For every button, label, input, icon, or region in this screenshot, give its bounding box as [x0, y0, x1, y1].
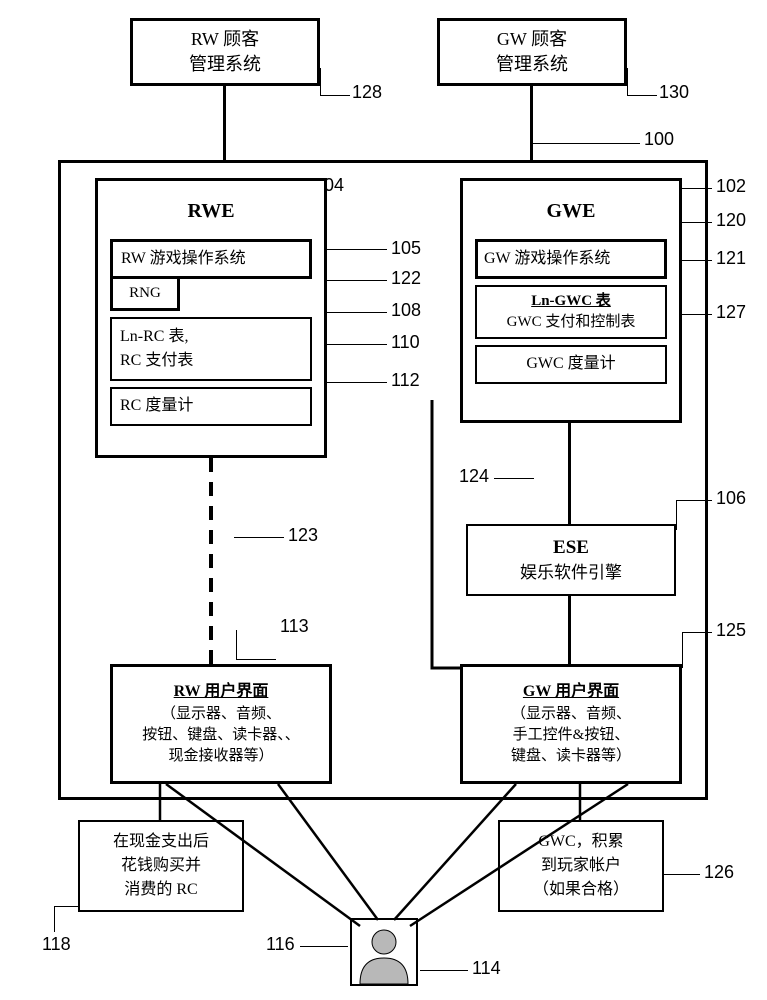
rwe-meter-text: RC 度量计 [120, 397, 193, 414]
rwe-rng-text: RNG [129, 285, 161, 301]
rw-ui-title: RW 用户界面 [174, 681, 269, 703]
ref-105: 105 [391, 238, 421, 259]
gwe-meter-text: GWC 度量计 [526, 355, 615, 372]
gwe-title: GWE [475, 197, 667, 225]
leader-118h [54, 906, 78, 907]
leader-123 [234, 537, 284, 538]
leader-125v [682, 632, 683, 668]
gw-ui-body: （显示器、音频、 手工控件&按钮、 键盘、读卡器等） [511, 704, 631, 767]
conn-ese-gwui [568, 596, 571, 664]
rwe-os: RW 游戏操作系统 [110, 239, 312, 279]
ref-124: 124 [459, 466, 489, 487]
leader-116 [300, 946, 348, 947]
rwe-os-text: RW 游戏操作系统 [121, 250, 246, 267]
rw-customer-mgmt: RW 顾客 管理系统 [130, 18, 320, 86]
gwe-tables-b: GWC 支付和控制表 [507, 314, 636, 330]
ref-125: 125 [716, 620, 746, 641]
gwe-os: GW 游戏操作系统 [475, 239, 667, 279]
leader-120 [682, 222, 712, 223]
rwe-meter: RC 度量计 [110, 387, 312, 425]
rwe-rng: RNG [110, 279, 180, 311]
leader-105 [327, 249, 387, 250]
rw-ui-body: （显示器、音频、 按钮、键盘、读卡器、、 现金接收器等） [142, 704, 300, 767]
ese-line2: 娱乐软件引擎 [520, 561, 622, 585]
ref-108: 108 [391, 300, 421, 321]
rwe-tables-text: Ln-RC 表, RC 支付表 [120, 328, 193, 369]
leader-113 [236, 630, 276, 660]
ref-126: 126 [704, 862, 734, 883]
rw-ui-box: RW 用户界面 （显示器、音频、 按钮、键盘、读卡器、、 现金接收器等） [110, 664, 332, 784]
rwe-box: RWE RW 游戏操作系统 RNG Ln-RC 表, RC 支付表 RC 度量计 [95, 178, 327, 458]
gwc-note-text: GWC，积累 到玩家帐户 （如果合格） [533, 830, 629, 902]
leader-128 [320, 68, 350, 96]
leader-127 [682, 314, 712, 315]
ref-113: 113 [280, 616, 309, 637]
ref-114: 114 [472, 958, 501, 979]
leader-121 [682, 260, 712, 261]
ref-118: 118 [42, 934, 71, 955]
gwe-os-text: GW 游戏操作系统 [484, 250, 610, 267]
rwe-title: RWE [110, 197, 312, 225]
ref-121: 121 [716, 248, 746, 269]
rw-cust-line2: 管理系统 [189, 52, 261, 77]
ref-116: 116 [266, 934, 295, 955]
gwe-box: GWE GW 游戏操作系统 Ln-GWC 表 GWC 支付和控制表 GWC 度量… [460, 178, 682, 423]
gwe-tables-u: Ln-GWC 表 [531, 293, 611, 309]
ref-102: 102 [716, 176, 746, 197]
gwe-meter: GWC 度量计 [475, 345, 667, 383]
leader-106v [676, 500, 677, 530]
leader-108 [327, 312, 387, 313]
leader-124 [494, 478, 534, 479]
leader-106 [676, 500, 712, 501]
leader-125 [682, 632, 712, 633]
rwe-tables: Ln-RC 表, RC 支付表 [110, 317, 312, 381]
ref-127: 127 [716, 302, 746, 323]
ref-130: 130 [659, 82, 689, 103]
ese-line1: ESE [553, 535, 589, 562]
leader-100 [530, 143, 640, 144]
ref-120: 120 [716, 210, 746, 231]
ese-box: ESE 娱乐软件引擎 [466, 524, 676, 596]
ref-106: 106 [716, 488, 746, 509]
leader-110 [327, 344, 387, 345]
gw-customer-mgmt: GW 顾客 管理系统 [437, 18, 627, 86]
gw-cust-line2: 管理系统 [496, 52, 568, 77]
rw-cust-line1: RW 顾客 [191, 27, 259, 52]
leader-114 [420, 970, 468, 971]
ref-128: 128 [352, 82, 382, 103]
gw-ui-title: GW 用户界面 [523, 681, 619, 703]
gwe-tables: Ln-GWC 表 GWC 支付和控制表 [475, 285, 667, 339]
user-icon [352, 920, 416, 984]
leader-130 [627, 68, 657, 96]
leader-112 [327, 382, 387, 383]
leader-102 [682, 188, 712, 189]
rc-note-text: 在现金支出后 花钱购买并 消费的 RC [113, 830, 209, 902]
ref-110: 110 [391, 332, 420, 353]
gw-ui-box: GW 用户界面 （显示器、音频、 手工控件&按钮、 键盘、读卡器等） [460, 664, 682, 784]
rc-note-box: 在现金支出后 花钱购买并 消费的 RC [78, 820, 244, 912]
ref-123: 123 [288, 525, 318, 546]
conn-gwe-ese [568, 423, 571, 524]
leader-118v [54, 906, 55, 932]
user-box [350, 918, 418, 986]
gw-cust-line1: GW 顾客 [497, 27, 567, 52]
ref-122: 122 [391, 268, 421, 289]
ref-112: 112 [391, 370, 420, 391]
leader-126 [664, 874, 700, 875]
gwc-note-box: GWC，积累 到玩家帐户 （如果合格） [498, 820, 664, 912]
ref-100: 100 [644, 129, 674, 150]
